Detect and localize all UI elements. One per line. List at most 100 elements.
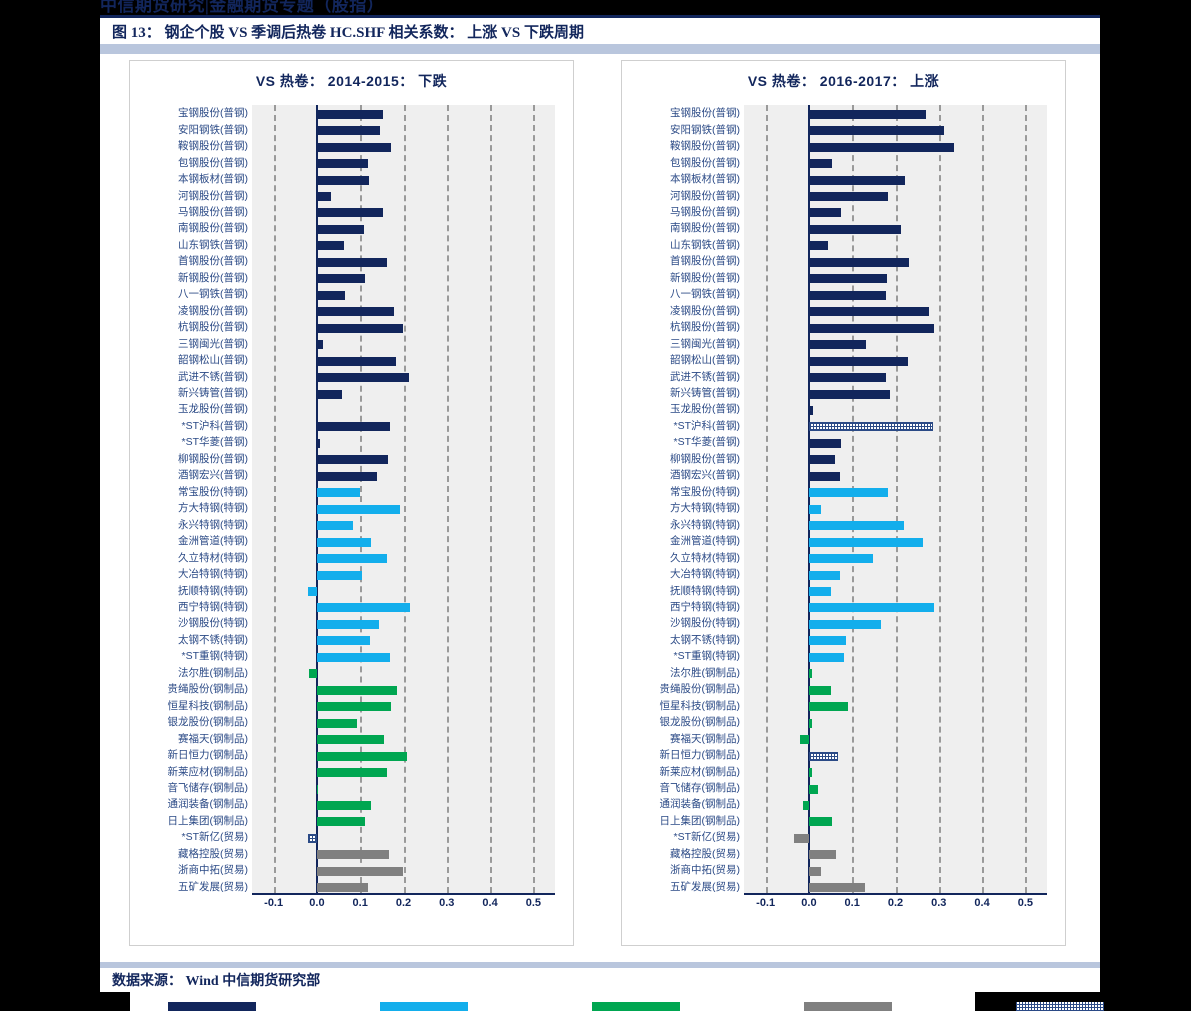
category-label: *ST重钢(特钢) — [181, 650, 249, 663]
category-label: 韶钢松山(普钢) — [670, 354, 740, 367]
figure-panel: VS 热卷： 2014-2015： 下跌 宝钢股份(普钢) 安阳钢铁(普钢) 鞍钢股… — [100, 44, 1100, 962]
category-label: 新兴铸管(普钢) — [670, 387, 740, 400]
category-label: 新兴铸管(普钢) — [178, 387, 248, 400]
category-label: 包钢股份(普钢) — [178, 156, 248, 169]
x-axis-tick-label: 0.0 — [801, 897, 817, 909]
bar — [808, 504, 822, 514]
bar — [316, 340, 324, 350]
bar — [316, 356, 396, 366]
bar — [316, 438, 321, 448]
category-label: *ST沪科(普钢) — [673, 419, 741, 432]
category-label: 五矿发展(贸易) — [670, 880, 740, 893]
bar — [316, 290, 346, 300]
category-label: 五矿发展(贸易) — [178, 880, 248, 893]
category-label: 本钢板材(普钢) — [670, 173, 740, 186]
bar — [808, 817, 833, 827]
bar — [316, 800, 372, 810]
bar — [808, 455, 835, 465]
bar — [808, 340, 867, 350]
chart-2014-2015-down: VS 热卷： 2014-2015： 下跌 宝钢股份(普钢) 安阳钢铁(普钢) 鞍钢股… — [129, 60, 574, 946]
category-label: 韶钢松山(普钢) — [178, 354, 248, 367]
category-label: 杭钢股份(普钢) — [178, 321, 248, 334]
bar — [808, 488, 889, 498]
gridline — [765, 105, 768, 893]
x-axis-tick-label: 0.2 — [395, 897, 412, 909]
x-axis-left: -0.1 0.0 0.1 0.2 0.3 0.4 0.5 — [252, 897, 555, 919]
bar — [803, 800, 809, 810]
category-label: 山东钢铁(普钢) — [670, 238, 740, 251]
bar — [316, 323, 404, 333]
category-label: 常宝股份(特钢) — [670, 485, 740, 498]
category-label: *ST新亿(贸易) — [673, 831, 741, 844]
chart-2016-2017-up: VS 热卷： 2016-2017： 上涨 宝钢股份(普钢) 安阳钢铁(普钢) 鞍钢股… — [621, 60, 1066, 946]
category-label: 通润装备(钢制品) — [167, 798, 249, 811]
x-axis-tick-label: 0.3 — [439, 897, 455, 909]
bar — [316, 373, 409, 383]
bar — [316, 405, 319, 415]
bar — [316, 488, 361, 498]
category-label: 大冶特钢(特钢) — [178, 568, 248, 581]
category-label: 新日恒力(钢制品) — [167, 749, 249, 762]
figure-caption: 图 13： 钢企个股 VS 季调后热卷 HC.SHF 相关系数： 上涨 VS 下… — [112, 25, 584, 41]
x-axis-tick-label: 0.1 — [844, 897, 860, 909]
bar — [808, 570, 841, 580]
bar — [808, 257, 910, 267]
bar — [316, 817, 365, 827]
bar — [316, 159, 369, 169]
bar — [808, 373, 886, 383]
bar — [808, 537, 924, 547]
bar — [316, 208, 384, 218]
x-axis-tick-label: 0.0 — [309, 897, 325, 909]
bar — [316, 241, 345, 251]
x-axis-tick-label: 0.4 — [482, 897, 498, 909]
category-label: 抚顺特钢(特钢) — [670, 584, 740, 597]
bar — [316, 307, 394, 317]
gridline — [852, 105, 855, 893]
bar — [808, 142, 954, 152]
bar — [316, 652, 390, 662]
category-labels-right: 宝钢股份(普钢) 安阳钢铁(普钢) 鞍钢股份(普钢) 包钢股份(普钢) 本钢板材(普钢)… — [622, 105, 744, 895]
category-label: 沙钢股份(特钢) — [178, 617, 248, 630]
bar — [808, 784, 818, 794]
x-axis-tick-label: 0.1 — [352, 897, 368, 909]
bar — [808, 405, 814, 415]
category-label: 八一钢铁(普钢) — [670, 288, 740, 301]
category-label: 杭钢股份(普钢) — [670, 321, 740, 334]
category-label: *ST新亿(贸易) — [181, 831, 249, 844]
category-label: 安阳钢铁(普钢) — [670, 123, 740, 136]
bar — [316, 471, 378, 481]
gridline — [273, 105, 276, 893]
x-axis-tick-label: 0.5 — [1017, 897, 1033, 909]
category-label: 久立特材(特钢) — [178, 551, 248, 564]
bar — [808, 192, 888, 202]
category-label: 方大特钢(特钢) — [670, 502, 740, 515]
category-label: 武进不锈(普钢) — [178, 370, 248, 383]
steel-products-swatch — [592, 1002, 680, 1011]
bar — [808, 587, 831, 597]
bar — [808, 636, 846, 646]
category-label: 首钢股份(普钢) — [670, 255, 740, 268]
bar — [316, 751, 407, 761]
category-label: 音飞储存(钢制品) — [659, 782, 741, 795]
bar — [808, 224, 901, 234]
category-label: 银龙股份(钢制品) — [659, 716, 741, 729]
category-label: 日上集团(钢制品) — [167, 814, 249, 827]
bar — [808, 290, 886, 300]
bar — [316, 768, 388, 778]
bar — [808, 669, 813, 679]
bar — [308, 587, 317, 597]
bar — [316, 224, 364, 234]
category-label: 新莱应材(钢制品) — [167, 765, 249, 778]
category-label: 恒星科技(钢制品) — [659, 699, 741, 712]
category-label: *ST重钢(特钢) — [673, 650, 741, 663]
bar — [316, 570, 363, 580]
category-label: 柳钢股份(普钢) — [178, 452, 248, 465]
plain-steel-swatch — [168, 1002, 256, 1011]
panel-accent-bar — [100, 44, 1100, 54]
category-label: 赛福天(钢制品) — [670, 732, 740, 745]
plot-area-right — [744, 105, 1047, 895]
bar — [800, 735, 809, 745]
category-label: 柳钢股份(普钢) — [670, 452, 740, 465]
bar — [808, 109, 926, 119]
category-label: 玉龙股份(普钢) — [670, 403, 740, 416]
